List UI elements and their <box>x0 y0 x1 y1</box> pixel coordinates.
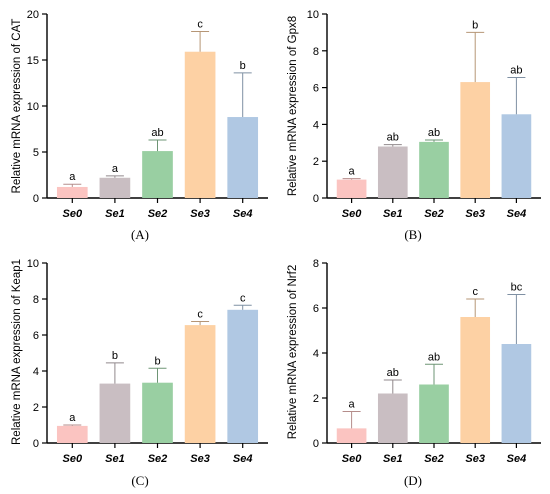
y-tick-label: 8 <box>313 258 319 270</box>
category-label: Se1 <box>383 208 403 220</box>
chart-panel-2: 0 2 4 6 8 10 Relative mRNA expression of Gpx8 a… <box>287 9 541 242</box>
significance-label: b <box>112 350 118 362</box>
y-tick-label: 8 <box>33 294 39 306</box>
panel-label: (C) <box>131 473 148 488</box>
significance-label: ab <box>387 132 399 144</box>
category-label: Se3 <box>190 453 210 465</box>
bar <box>227 117 259 198</box>
significance-label: b <box>472 19 478 31</box>
bar <box>99 383 131 443</box>
y-tick-label: 0 <box>33 438 39 450</box>
bar <box>460 317 491 443</box>
category-label: Se3 <box>465 453 485 465</box>
chart-panel-4: 0 2 4 6 8 Relative mRNA expression of Nrf2 a Se… <box>287 258 541 488</box>
bar <box>377 146 408 198</box>
y-tick-label: 0 <box>313 438 319 450</box>
y-axis-title: Relative mRNA expression of Keap1 <box>11 259 23 445</box>
significance-label: b <box>154 355 160 367</box>
significance-label: a <box>69 171 76 183</box>
category-label: Se4 <box>233 453 253 465</box>
significance-label: ab <box>428 351 440 363</box>
category-label: Se0 <box>342 453 362 465</box>
bar <box>56 425 88 443</box>
bar <box>142 382 173 443</box>
bar <box>56 186 88 198</box>
y-axis-title: Relative mRNA expression of Nrf2 <box>287 265 299 439</box>
y-tick-label: 6 <box>33 330 39 342</box>
bar <box>460 82 491 198</box>
category-label: Se2 <box>424 208 444 220</box>
significance-label: ab <box>510 64 522 76</box>
significance-label: c <box>197 309 203 321</box>
bar <box>336 179 367 198</box>
significance-label: bc <box>511 282 523 294</box>
y-tick-label: 2 <box>313 156 319 168</box>
y-tick-label: 10 <box>307 9 319 21</box>
bar <box>184 51 216 198</box>
significance-label: a <box>112 163 119 175</box>
category-label: Se0 <box>63 208 83 220</box>
y-tick-label: 2 <box>33 402 39 414</box>
category-label: Se2 <box>148 208 168 220</box>
category-label: Se0 <box>342 208 362 220</box>
y-axis-title: Relative mRNA expression of Gpx8 <box>287 16 299 196</box>
category-label: Se1 <box>105 453 125 465</box>
bar <box>227 309 259 443</box>
category-label: Se3 <box>190 208 210 220</box>
category-label: Se1 <box>105 208 125 220</box>
bar <box>501 344 532 443</box>
significance-label: a <box>349 166 356 178</box>
category-label: Se4 <box>233 208 253 220</box>
significance-label: c <box>197 18 203 30</box>
y-tick-label: 2 <box>313 393 319 405</box>
significance-label: ab <box>428 127 440 139</box>
y-tick-label: 0 <box>33 193 39 205</box>
bar <box>336 428 367 443</box>
y-tick-label: 15 <box>27 55 39 67</box>
category-label: Se4 <box>507 208 527 220</box>
significance-label: a <box>349 399 356 411</box>
category-label: Se4 <box>507 453 527 465</box>
y-tick-label: 10 <box>27 101 39 113</box>
y-tick-label: 4 <box>313 348 319 360</box>
category-label: Se3 <box>465 208 485 220</box>
y-tick-label: 4 <box>313 119 319 131</box>
y-axis-title: Relative mRNA expression of CAT <box>11 19 23 194</box>
y-tick-label: 10 <box>27 258 39 270</box>
bar <box>377 393 408 443</box>
bar <box>419 384 449 443</box>
significance-label: ab <box>151 127 163 139</box>
category-label: Se1 <box>383 453 403 465</box>
category-label: Se2 <box>424 453 444 465</box>
panel-label: (D) <box>404 473 422 488</box>
y-tick-label: 6 <box>313 83 319 95</box>
bar <box>184 325 216 443</box>
significance-label: c <box>472 286 478 298</box>
y-tick-label: 6 <box>313 303 319 315</box>
bar <box>419 141 449 198</box>
bar <box>501 114 532 198</box>
y-tick-label: 0 <box>313 193 319 205</box>
bar <box>142 151 173 198</box>
chart-panel-1: 0 5 10 15 20 Relative mRNA expression of CAT a… <box>11 9 268 242</box>
significance-label: ab <box>387 367 399 379</box>
category-label: Se0 <box>63 453 83 465</box>
y-tick-label: 8 <box>313 46 319 58</box>
chart-panel-3: 0 2 4 6 8 10 Relative mRNA expression of Keap1… <box>11 258 268 488</box>
significance-label: c <box>240 292 246 304</box>
category-label: Se2 <box>148 453 168 465</box>
panel-label: (A) <box>131 227 149 242</box>
y-tick-label: 5 <box>33 147 39 159</box>
panel-label: (B) <box>404 227 421 242</box>
significance-label: a <box>69 412 76 424</box>
y-tick-label: 20 <box>27 9 39 21</box>
y-tick-label: 4 <box>33 366 39 378</box>
bar <box>99 177 131 198</box>
significance-label: b <box>240 60 246 72</box>
